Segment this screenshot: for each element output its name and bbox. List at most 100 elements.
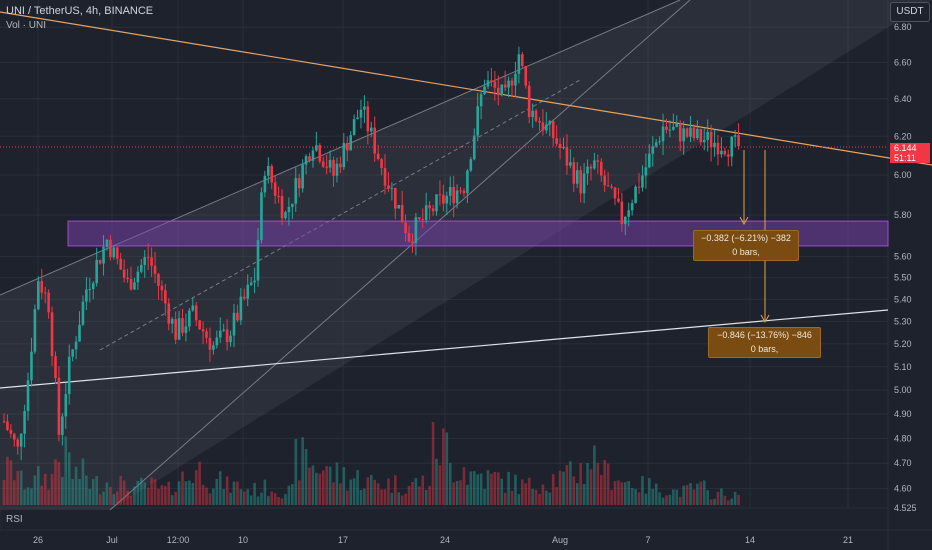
- candle-body-171: [589, 166, 593, 169]
- candle-body-16: [57, 377, 61, 435]
- candle-body-200: [689, 127, 692, 137]
- candle-body-209: [720, 150, 723, 155]
- candle-body-169: [582, 173, 586, 194]
- volume-bar-213: [733, 491, 737, 505]
- candle-body-172: [593, 160, 596, 169]
- y-tick-label-4: 6.00: [894, 170, 912, 180]
- volume-bar-27: [95, 476, 98, 505]
- y-tick-label-15: 4.70: [894, 458, 912, 468]
- candle-body-165: [569, 162, 572, 166]
- volume-bar-142: [490, 473, 493, 505]
- volume-bar-118: [407, 485, 411, 505]
- channel-mid-line: [99, 79, 581, 351]
- candle-body-6: [23, 411, 26, 434]
- rsi-label: RSI: [6, 514, 23, 525]
- volume-bar-58: [201, 484, 205, 505]
- volume-bar-126: [435, 458, 438, 505]
- candle-body-11: [40, 281, 44, 293]
- volume-bar-129: [445, 432, 449, 505]
- candle-body-27: [95, 260, 98, 284]
- volume-bar-21: [74, 466, 78, 505]
- candle-body-188: [648, 153, 651, 168]
- y-tick-label-11: 5.10: [894, 362, 912, 372]
- volume-bar-114: [394, 475, 397, 505]
- symbol-title: UNI / TetherUS, 4h, BINANCE: [6, 5, 154, 17]
- volume-bar-55: [191, 482, 195, 505]
- volume-bar-182: [627, 480, 631, 505]
- volume-bar-150: [517, 494, 521, 505]
- volume-bar-47: [164, 486, 167, 505]
- candle-body-130: [448, 186, 452, 196]
- volume-bar-29: [102, 491, 105, 505]
- candle-body-43: [150, 257, 153, 266]
- volume-bar-185: [637, 492, 641, 505]
- candle-body-64: [222, 329, 225, 331]
- x-tick-label-8: 14: [745, 535, 755, 545]
- volume-bar-153: [527, 477, 531, 505]
- candle-body-148: [510, 80, 514, 86]
- volume-bar-105: [363, 488, 366, 505]
- candle-body-109: [376, 153, 380, 160]
- volume-bar-123: [424, 489, 428, 505]
- volume-bar-181: [623, 482, 627, 505]
- candle-body-49: [170, 319, 174, 324]
- ascending-channel-fill: [0, 0, 932, 510]
- candle-body-67: [232, 312, 236, 336]
- volume-bar-77: [267, 496, 270, 505]
- measure-box-1-change: −0.382 (−6.21%) −382: [701, 233, 791, 243]
- volume-bar-92: [318, 473, 322, 505]
- volume-bar-24: [85, 475, 88, 505]
- candle-body-71: [246, 284, 250, 299]
- candle-body-102: [352, 119, 356, 136]
- candle-body-168: [579, 170, 582, 194]
- volume-bar-30: [105, 482, 109, 505]
- volume-bar-78: [270, 491, 274, 505]
- candle-body-213: [733, 135, 737, 137]
- volume-bar-187: [644, 493, 648, 505]
- candle-body-31: [109, 239, 112, 258]
- candle-body-60: [208, 337, 212, 350]
- volume-bar-70: [242, 491, 246, 505]
- candle-body-73: [253, 280, 256, 283]
- candle-body-184: [634, 186, 637, 204]
- volume-bar-160: [551, 474, 555, 505]
- volume-bar-204: [702, 480, 706, 505]
- measure-box-2[interactable]: −0.846 (−13.76%) −846 0 bars,: [708, 327, 821, 358]
- volume-bar-120: [414, 478, 418, 505]
- candle-body-26: [91, 283, 95, 290]
- volume-bar-5: [19, 470, 23, 505]
- volume-bar-196: [675, 489, 679, 505]
- currency-button[interactable]: USDT: [890, 2, 930, 22]
- volume-bar-171: [589, 469, 593, 505]
- candle-body-1: [6, 421, 9, 430]
- volume-bar-184: [634, 489, 637, 505]
- measure-box-1[interactable]: −0.382 (−6.21%) −382 0 bars,: [693, 230, 799, 261]
- candle-body-190: [654, 142, 658, 147]
- candle-body-37: [129, 279, 133, 290]
- volume-bar-11: [40, 485, 44, 505]
- candle-body-0: [2, 421, 6, 423]
- candle-body-173: [596, 160, 600, 162]
- candle-body-164: [565, 147, 569, 166]
- volume-bar-124: [428, 485, 431, 505]
- volume-bar-34: [119, 475, 123, 505]
- volume-bar-42: [146, 487, 150, 505]
- y-tick-label-5: 5.80: [894, 210, 912, 220]
- measure-arrowhead-2: [760, 314, 770, 324]
- volume-bar-71: [246, 489, 250, 505]
- candle-body-126: [435, 194, 438, 212]
- candle-body-178: [613, 187, 617, 199]
- volume-bar-170: [586, 463, 589, 505]
- volume-bar-8: [30, 488, 33, 505]
- candle-body-2: [9, 429, 13, 434]
- volume-bar-132: [455, 480, 459, 505]
- candle-body-118: [407, 232, 411, 242]
- candle-body-62: [215, 337, 219, 346]
- volume-bar-48: [167, 481, 171, 505]
- candle-body-88: [304, 156, 308, 165]
- candle-body-136: [469, 159, 473, 171]
- volume-bar-38: [133, 486, 136, 505]
- candle-body-36: [126, 277, 129, 280]
- candle-body-61: [212, 345, 215, 350]
